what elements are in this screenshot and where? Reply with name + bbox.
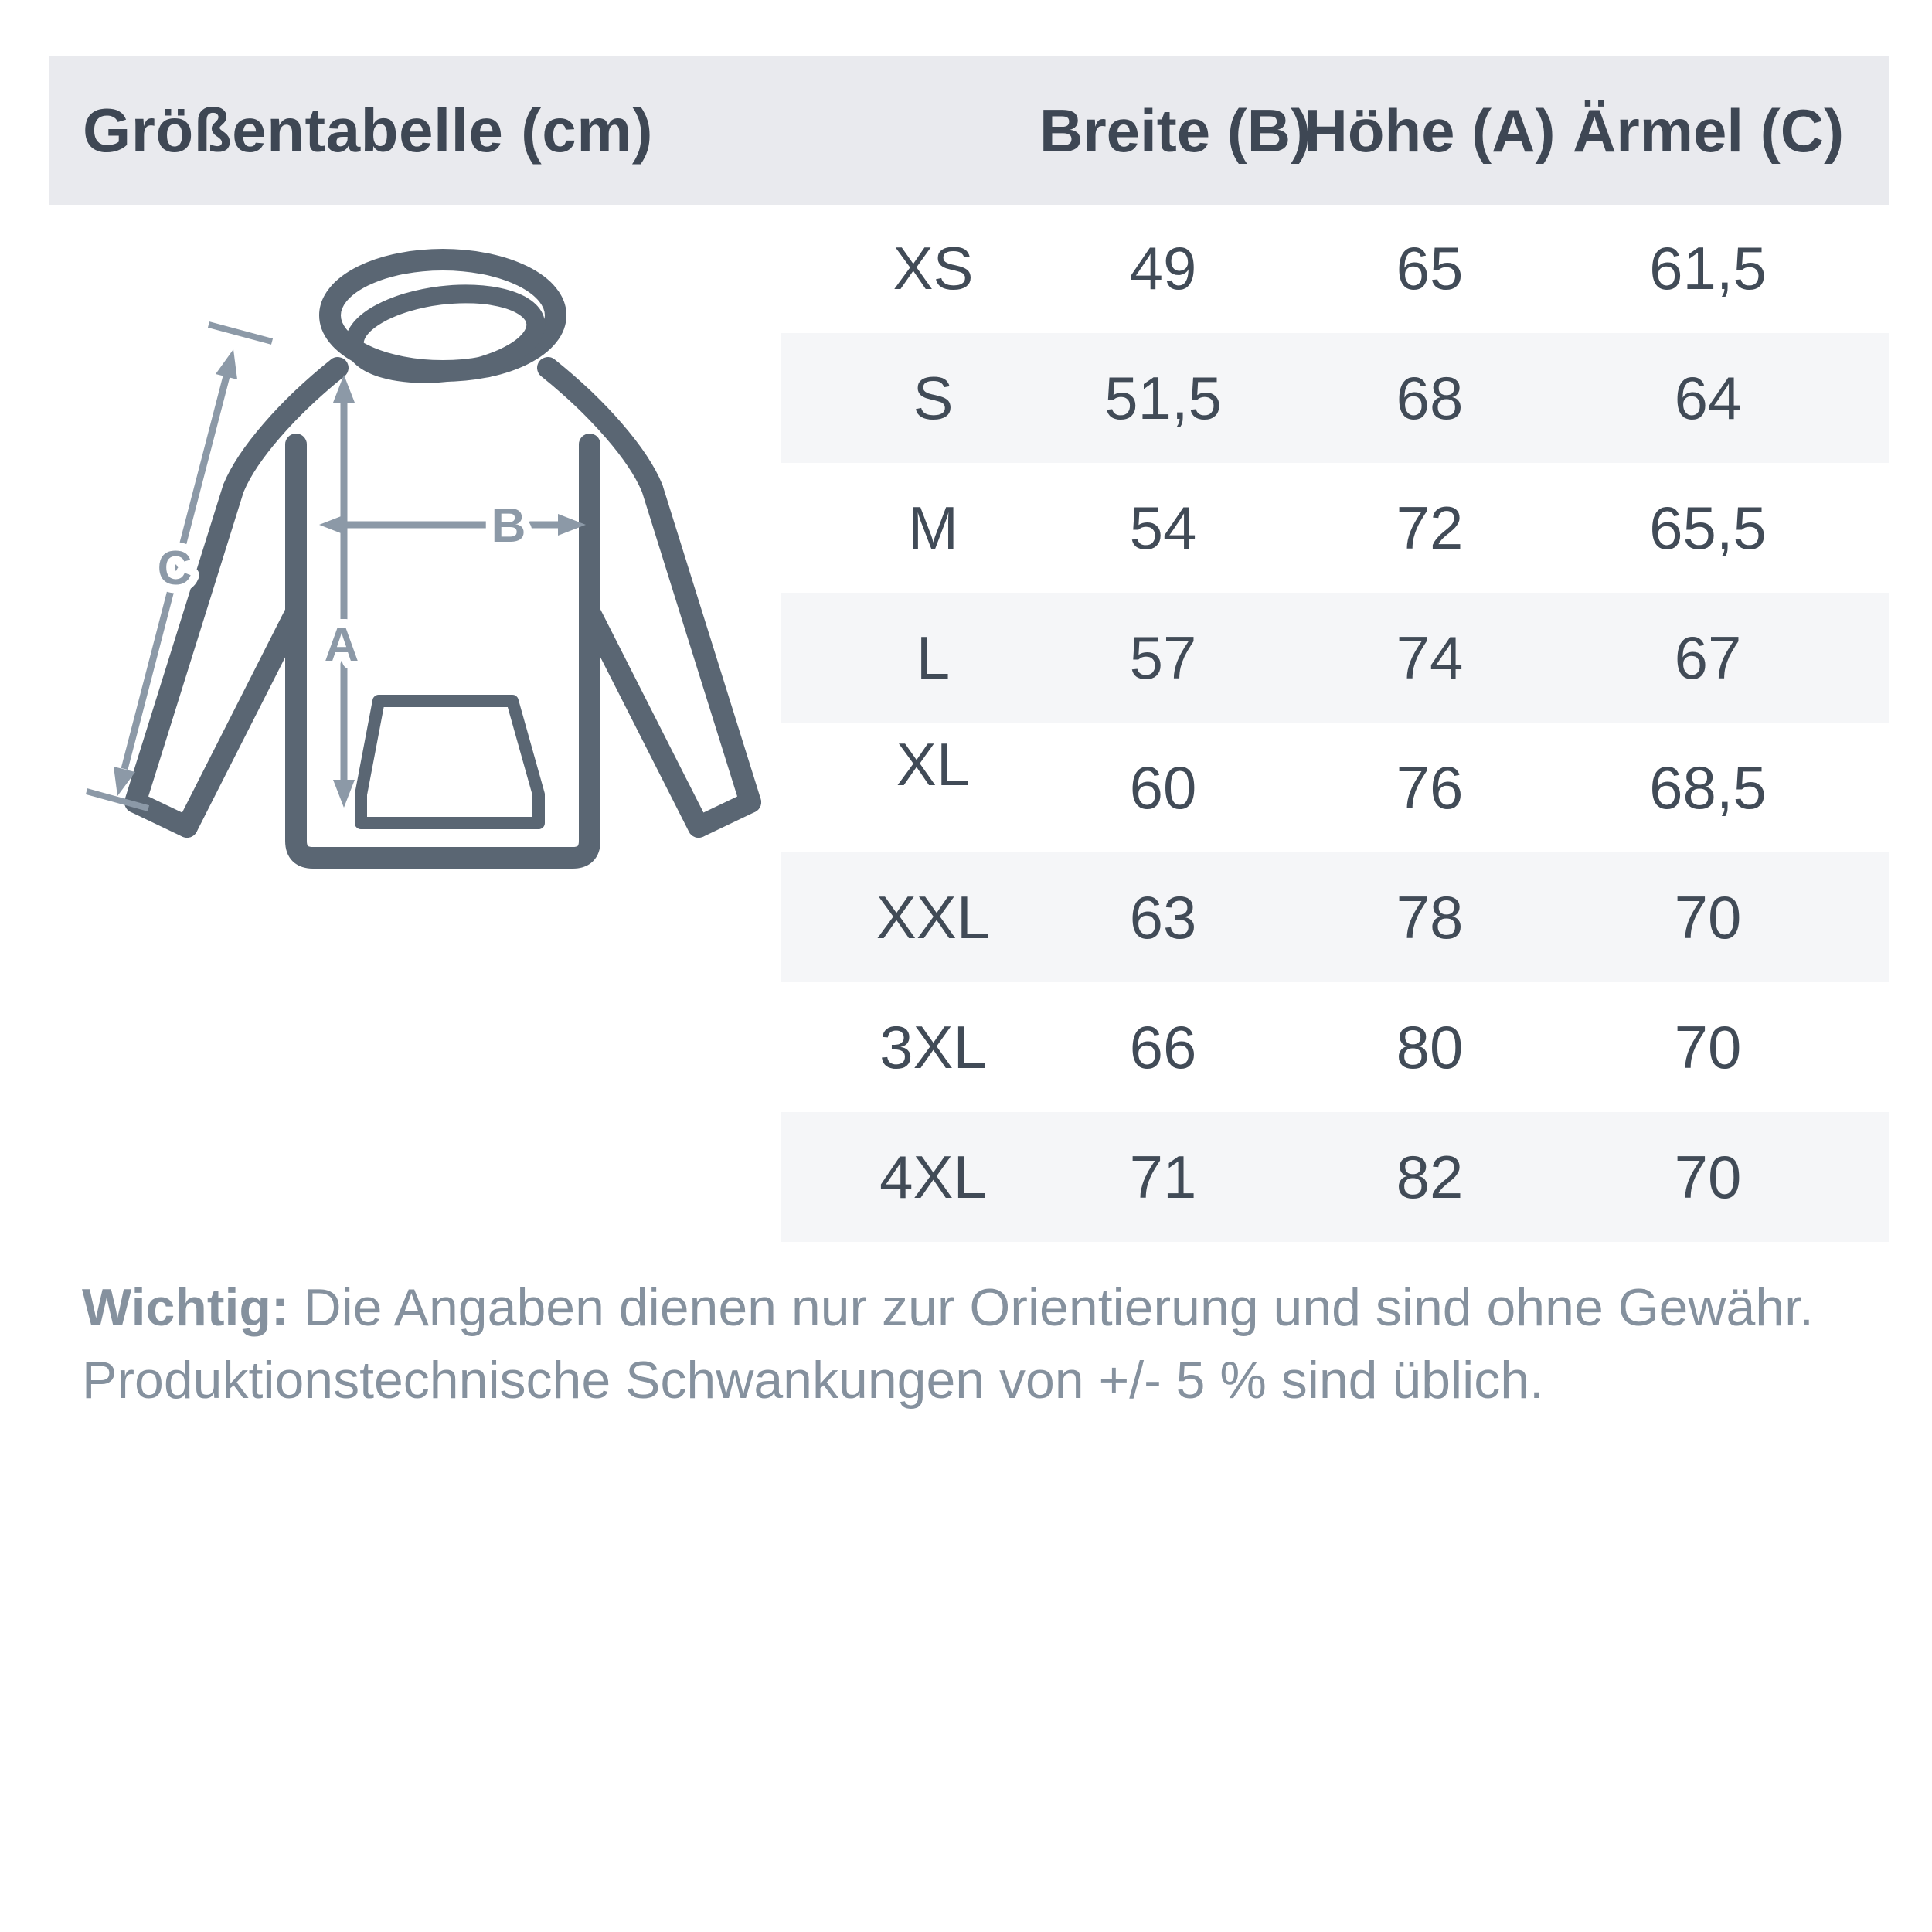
- breite-cell: 51,5: [1104, 363, 1222, 432]
- breite-cell: 57: [1129, 623, 1197, 692]
- disclaimer-note: Wichtig: Die Angaben dienen nur zur Orie…: [82, 1277, 1875, 1411]
- hoehe-cell: 80: [1396, 1012, 1464, 1081]
- size-cell: L: [916, 623, 951, 692]
- body-outline: [285, 434, 600, 869]
- breite-cell: 54: [1129, 493, 1197, 562]
- table-row-xxl: XXL 63 78 70: [781, 852, 1889, 982]
- table-row-3xl: 3XL 66 80 70: [781, 982, 1889, 1112]
- aermel-cell: 70: [1674, 883, 1742, 951]
- disclaimer-line-1-text: Die Angaben dienen nur zur Orientierung …: [288, 1278, 1814, 1337]
- page-title: Größentabelle (cm): [83, 96, 654, 165]
- measurement-labels: A B C: [149, 491, 535, 680]
- column-header-breite: Breite (B): [1039, 96, 1311, 165]
- left-sleeve-inner-edge: [176, 601, 307, 838]
- arrow-a-head-up-icon: [333, 375, 355, 403]
- breite-cell: 71: [1129, 1142, 1197, 1211]
- size-cell: M: [908, 493, 958, 562]
- breite-cell: 49: [1129, 233, 1197, 302]
- table-row-4xl: 4XL 71 82 70: [781, 1112, 1889, 1242]
- hood-inner-rim: [345, 284, 546, 383]
- arrow-c-top-tick: [207, 321, 274, 345]
- arrow-c-head-bottom-icon: [114, 767, 135, 796]
- hoehe-cell: 78: [1396, 883, 1464, 951]
- left-shoulder: [223, 357, 349, 499]
- label-a: A: [325, 618, 359, 672]
- table-row-l: L 57 74 67: [781, 593, 1889, 723]
- arrow-c-head-top-icon: [216, 349, 237, 379]
- table-row-xl: XL 60 76 68,5: [781, 723, 1889, 852]
- aermel-cell: 68,5: [1649, 753, 1767, 821]
- aermel-cell: 65,5: [1649, 493, 1767, 562]
- aermel-cell: 70: [1674, 1142, 1742, 1211]
- arrow-a-head-down-icon: [333, 780, 355, 808]
- table-row-m: M 54 72 65,5: [781, 463, 1889, 593]
- size-cell: XL: [896, 730, 971, 798]
- hoodie-diagram-svg: A B C: [85, 249, 761, 869]
- label-b: B: [492, 499, 526, 553]
- arrow-c-bottom-tick: [85, 788, 150, 811]
- disclaimer-bold-prefix: Wichtig:: [82, 1278, 289, 1337]
- hoehe-cell: 74: [1396, 623, 1464, 692]
- arrow-b-head-left-icon: [319, 514, 347, 536]
- right-sleeve-inner-edge: [579, 601, 709, 838]
- breite-cell: 60: [1129, 753, 1197, 821]
- size-cell: XXL: [876, 883, 991, 951]
- aermel-cell: 70: [1674, 1012, 1742, 1081]
- disclaimer-line-2: Produktionstechnische Schwankungen von +…: [82, 1351, 1544, 1410]
- breite-cell: 63: [1129, 883, 1197, 951]
- measurement-arrows: [85, 321, 586, 811]
- disclaimer-line-1: Wichtig: Die Angaben dienen nur zur Orie…: [82, 1277, 1875, 1338]
- table-row-s: S 51,5 68 64: [781, 333, 1889, 463]
- breite-cell: 66: [1129, 1012, 1197, 1081]
- column-headers: Breite (B) Höhe (A) Ärmel (C): [1039, 96, 1889, 166]
- column-header-hoehe: Höhe (A): [1304, 96, 1556, 165]
- hoehe-cell: 76: [1396, 753, 1464, 821]
- size-table: XS 49 65 61,5 S 51,5 68 64 M 54 72 65,5 …: [781, 203, 1889, 1242]
- label-c: C: [158, 542, 192, 595]
- table-header-band: Größentabelle (cm) Breite (B) Höhe (A) Ä…: [49, 56, 1889, 205]
- right-sleeve-outer-edge: [641, 478, 761, 813]
- hoodie-measurement-diagram: A B C: [62, 216, 804, 896]
- arrow-c-line: [121, 375, 230, 770]
- size-cell: S: [913, 363, 954, 432]
- aermel-cell: 61,5: [1649, 233, 1767, 302]
- size-cell: XS: [893, 233, 974, 302]
- aermel-cell: 67: [1674, 623, 1742, 692]
- hoodie-outline: [124, 249, 761, 869]
- aermel-cell: 64: [1674, 363, 1742, 432]
- right-shoulder: [537, 357, 663, 499]
- column-header-aermel: Ärmel (C): [1573, 96, 1845, 165]
- size-cell: 3XL: [879, 1012, 987, 1081]
- hoehe-cell: 72: [1396, 493, 1464, 562]
- left-sleeve-outer-edge: [124, 478, 244, 813]
- hoehe-cell: 68: [1396, 363, 1464, 432]
- hoehe-cell: 65: [1396, 233, 1464, 302]
- table-row-xs: XS 49 65 61,5: [781, 203, 1889, 333]
- kangaroo-pocket: [355, 695, 545, 829]
- hoehe-cell: 82: [1396, 1142, 1464, 1211]
- size-cell: 4XL: [879, 1142, 987, 1211]
- arrow-b-head-right-icon: [558, 514, 586, 536]
